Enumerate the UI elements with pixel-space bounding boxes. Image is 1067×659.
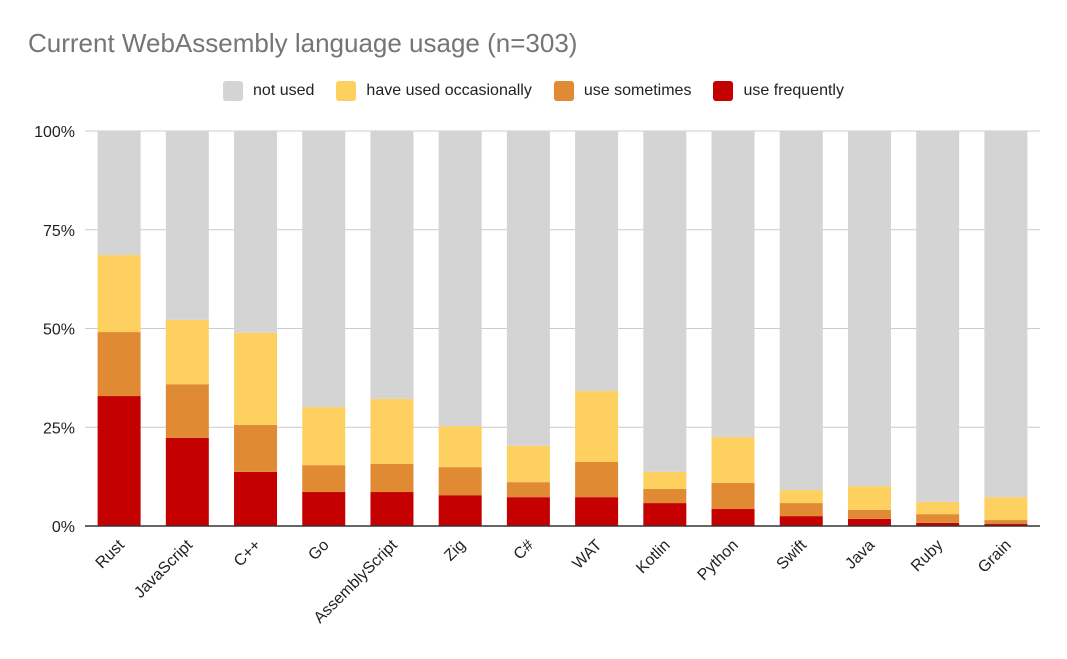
bar-segment [234, 131, 278, 333]
chart-title: Current WebAssembly language usage (n=30… [28, 28, 578, 58]
bar-segment [711, 509, 755, 526]
x-tick-label: C# [511, 537, 538, 564]
bar-segment [302, 131, 346, 408]
x-tick-label: Go [305, 537, 332, 564]
bar-segment [847, 131, 891, 487]
x-tick-label: Java [842, 537, 878, 573]
bar-segment [847, 518, 891, 526]
legend-label: not used [253, 82, 315, 99]
bar-segment [984, 497, 1028, 521]
bar-segment [234, 424, 278, 472]
x-tick-label: JavaScript [131, 536, 196, 601]
bar-segment [575, 390, 619, 463]
y-tick-label: 25% [43, 420, 75, 437]
bar-segment [916, 131, 960, 502]
bar-segment [575, 131, 619, 391]
bar-segment [370, 131, 414, 399]
x-tick-label: Python [695, 537, 742, 584]
bar-segment [984, 131, 1028, 498]
x-tick-label: Swift [774, 536, 811, 573]
x-tick-label: Ruby [908, 537, 946, 575]
bar-segment [779, 503, 823, 517]
bar-segment [97, 396, 141, 526]
bar-segment [643, 131, 687, 472]
bar-segment [97, 332, 141, 397]
bar-segment [779, 516, 823, 526]
bar-segment [506, 497, 550, 526]
legend-item: not used [223, 81, 314, 101]
legend-swatch [553, 81, 574, 101]
bar-segment [643, 471, 687, 489]
y-tick-label: 50% [43, 322, 75, 339]
x-tick-label: Zig [441, 537, 469, 565]
bar-segment [711, 437, 755, 483]
bar-segment [643, 503, 687, 526]
bar-segment [234, 332, 278, 425]
bar-segment [165, 131, 209, 320]
bar-segment [438, 426, 482, 468]
legend-item: use sometimes [553, 81, 692, 101]
bar-segment [575, 497, 619, 526]
bar-segment [165, 437, 209, 526]
bar-segment [438, 495, 482, 526]
y-tick-label: 100% [34, 124, 75, 141]
bar-segment [779, 490, 823, 504]
bar-segment [165, 319, 209, 385]
bar-segment [370, 492, 414, 526]
legend-label: have used occasionally [366, 82, 532, 99]
bar-segment [438, 131, 482, 427]
bar-segment [916, 501, 960, 515]
bar-segment [916, 522, 960, 526]
bar-segment [302, 492, 346, 526]
bar-segment [847, 486, 891, 510]
bar-segment [916, 514, 960, 523]
bar-segment [302, 407, 346, 466]
bar-segment [506, 482, 550, 498]
x-tick-label: C++ [231, 537, 264, 570]
bar-segment [234, 471, 278, 526]
legend-label: use frequently [743, 82, 844, 99]
legend-label: use sometimes [583, 82, 692, 99]
y-tick-label: 75% [43, 223, 75, 240]
legend: not used have used occasionally use someti… [0, 81, 1067, 101]
bar-segment [506, 131, 550, 446]
bar-segment [984, 520, 1028, 525]
bar-segment [711, 482, 755, 510]
x-tick-label: Grain [975, 537, 1015, 577]
bar-segment [506, 445, 550, 483]
bar-segment [779, 131, 823, 491]
legend-item: use frequently [713, 81, 844, 101]
legend-item: have used occasionally [336, 81, 532, 101]
bar-segment [370, 398, 414, 464]
bar-segment [97, 255, 141, 333]
bar-segment [984, 524, 1028, 526]
y-tick-label: 0% [52, 519, 75, 536]
x-tick-label: Kotlin [633, 537, 673, 577]
bar-segment [302, 465, 346, 493]
bar-segment [370, 463, 414, 493]
bar-segment [97, 131, 141, 256]
x-tick-label: Rust [93, 536, 129, 572]
bar-segment [165, 384, 209, 438]
bar-segment [711, 131, 755, 438]
legend-swatch [713, 81, 734, 101]
bar-segment [847, 509, 891, 519]
bar-segment [575, 462, 619, 498]
legend-swatch [223, 81, 244, 101]
bar-segment [643, 488, 687, 504]
legend-swatch [336, 81, 357, 101]
x-tick-label: WAT [570, 537, 606, 573]
bar-segment [438, 467, 482, 496]
